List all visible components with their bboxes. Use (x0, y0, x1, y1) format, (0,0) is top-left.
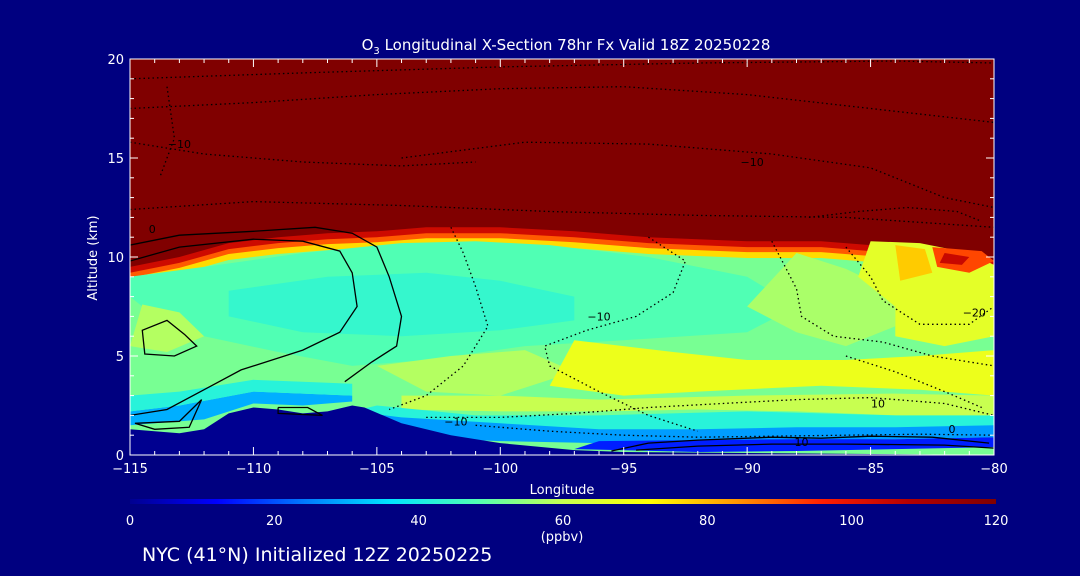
terrain-mask (130, 405, 994, 455)
y-tick-label: 15 (107, 152, 124, 167)
contour-solid-2 (141, 319, 198, 357)
colorbar-tick-label: 80 (699, 514, 716, 529)
colorbar-tick-label: 20 (266, 514, 283, 529)
contour-dotted-10 (130, 60, 994, 80)
title-subscript: 3 (373, 46, 379, 57)
region-surface-blue (352, 411, 994, 444)
colorbar-tick-label: 60 (555, 514, 572, 529)
contour-label-8: −20 (963, 306, 986, 319)
y-tick-label: 10 (107, 251, 124, 266)
colorbar-tick-label: 40 (410, 514, 427, 529)
contour-dotted-2 (845, 246, 994, 325)
x-tick-label: −100 (482, 462, 518, 477)
contour-dotted-11 (130, 200, 994, 228)
plot-area: −10 0 −10 −10 −10 10 0 10 −20 (130, 59, 994, 455)
x-tick-label: −85 (857, 462, 884, 477)
region-core-cyan (228, 272, 575, 337)
contour-labels: −10 0 −10 −10 −10 10 0 10 −20 (149, 138, 986, 449)
y-axis-label: Altitude (km) (86, 215, 101, 300)
contour-label-3: −10 (587, 310, 610, 323)
region-left-surface-teal (130, 379, 353, 412)
x-tick-label: −110 (236, 462, 272, 477)
region-lower-green (401, 393, 994, 418)
contour-solid-3 (134, 399, 203, 430)
contour-lines (130, 60, 994, 452)
footer-caption: NYC (41°N) Initialized 12Z 20250225 (142, 544, 492, 566)
y-tick-label: 20 (107, 53, 124, 68)
contour-dotted-4 (475, 424, 994, 438)
contour-solid-1 (130, 238, 358, 417)
x-tick-label: −115 (112, 462, 148, 477)
x-axis-label: Longitude (530, 483, 595, 498)
contour-label-6: 0 (949, 423, 956, 436)
region-right-green (747, 253, 896, 347)
x-axis-ticks: −115 −110 −105 −100 −95 −90 −85 −80 (112, 59, 1008, 477)
colorbar (130, 499, 996, 504)
region-lower-yellowgreen (549, 340, 994, 396)
colorbar-tick-label: 0 (126, 514, 134, 529)
contour-label-1: 0 (149, 223, 156, 236)
region-mid-green-center (376, 350, 575, 396)
contour-dotted-3 (771, 240, 994, 367)
contour-solid-4 (277, 406, 323, 417)
colorbar-tick-label: 100 (839, 514, 864, 529)
region-left-surface-blue (130, 391, 353, 426)
x-tick-label: −105 (359, 462, 395, 477)
y-tick-label: 0 (116, 449, 124, 464)
x-tick-label: −90 (733, 462, 760, 477)
x-tick-label: −95 (610, 462, 637, 477)
contour-label-4: −10 (444, 415, 467, 428)
region-mid-green-left (130, 304, 205, 352)
title-prefix: O (362, 36, 374, 54)
contour-dotted-9 (130, 86, 994, 124)
contour-solid-0 (130, 226, 403, 383)
contour-solid-5 (611, 435, 990, 452)
contour-dotted-12 (808, 206, 982, 223)
contour-label-2: −10 (740, 156, 763, 169)
x-tick-label: −80 (980, 462, 1007, 477)
region-right-upper-yellow (895, 245, 933, 281)
colorbar-unit-label: (ppbv) (541, 530, 584, 545)
contour-label-5: 10 (871, 398, 885, 411)
contour-solid-6 (636, 443, 994, 451)
region-right-upper-red (939, 253, 970, 265)
y-axis-ticks: 0 5 10 15 20 (107, 53, 994, 464)
y-tick-label: 5 (116, 350, 124, 365)
chart-title: O3 Longitudinal X-Section 78hr Fx Valid … (362, 36, 771, 57)
colorbar-ticks: 0 20 40 60 80 100 120 (126, 514, 1009, 529)
contour-dotted-7 (130, 141, 476, 167)
title-rest: Longitudinal X-Section 78hr Fx Valid 18Z… (380, 36, 771, 54)
contour-label-0: −10 (168, 138, 191, 151)
contour-label-7: 10 (795, 436, 809, 449)
colorbar-tick-label: 120 (984, 514, 1009, 529)
concentration-regions (130, 241, 994, 452)
